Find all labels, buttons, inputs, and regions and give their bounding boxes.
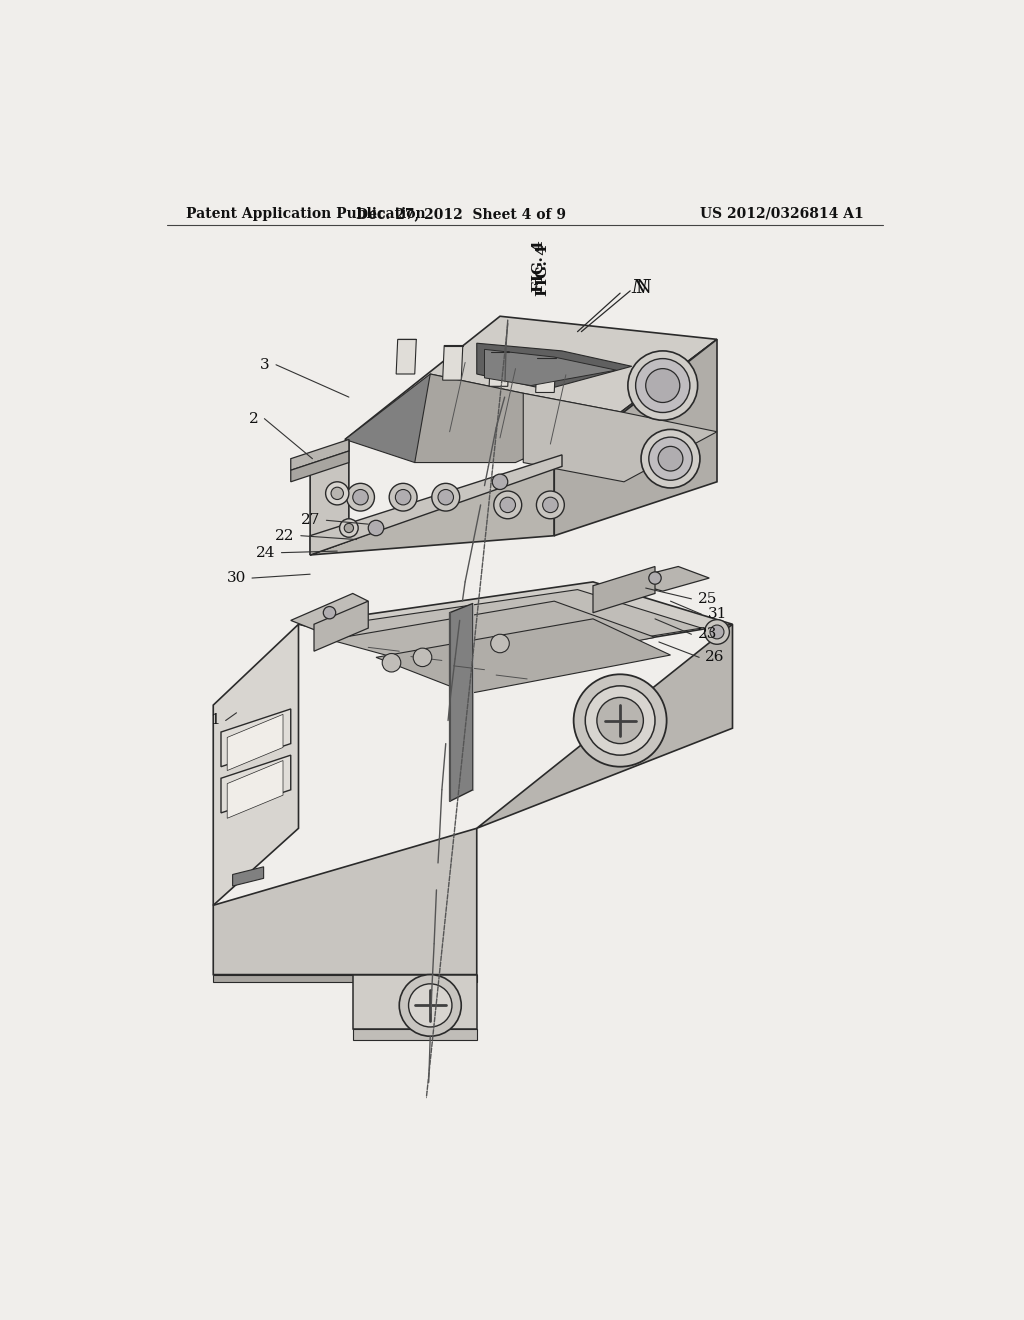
Text: 3: 3 bbox=[260, 358, 270, 372]
Circle shape bbox=[490, 635, 509, 653]
Text: 2: 2 bbox=[249, 412, 258, 425]
Polygon shape bbox=[450, 603, 473, 801]
Circle shape bbox=[494, 491, 521, 519]
Circle shape bbox=[409, 983, 452, 1027]
Circle shape bbox=[344, 523, 353, 532]
Polygon shape bbox=[396, 339, 417, 374]
Circle shape bbox=[636, 359, 690, 413]
Circle shape bbox=[573, 675, 667, 767]
Circle shape bbox=[641, 429, 700, 488]
Text: N: N bbox=[636, 279, 651, 297]
Text: 26: 26 bbox=[706, 651, 725, 664]
Polygon shape bbox=[299, 582, 732, 667]
Polygon shape bbox=[593, 566, 655, 612]
Circle shape bbox=[586, 686, 655, 755]
Polygon shape bbox=[310, 440, 349, 554]
Circle shape bbox=[438, 490, 454, 506]
Polygon shape bbox=[477, 343, 632, 389]
Circle shape bbox=[382, 653, 400, 672]
Circle shape bbox=[432, 483, 460, 511]
Polygon shape bbox=[213, 829, 477, 974]
Polygon shape bbox=[291, 440, 349, 470]
Polygon shape bbox=[310, 339, 717, 554]
Text: US 2012/0326814 A1: US 2012/0326814 A1 bbox=[700, 207, 864, 220]
Circle shape bbox=[543, 498, 558, 512]
Text: 31: 31 bbox=[708, 607, 727, 622]
Circle shape bbox=[331, 487, 343, 499]
Circle shape bbox=[705, 619, 729, 644]
Circle shape bbox=[646, 368, 680, 403]
Polygon shape bbox=[523, 393, 717, 482]
Polygon shape bbox=[291, 451, 349, 482]
Polygon shape bbox=[477, 624, 732, 829]
Circle shape bbox=[326, 482, 349, 504]
Text: 1: 1 bbox=[210, 714, 219, 727]
Polygon shape bbox=[221, 755, 291, 813]
Polygon shape bbox=[310, 440, 349, 466]
Circle shape bbox=[500, 498, 515, 512]
Polygon shape bbox=[345, 317, 717, 462]
Polygon shape bbox=[489, 351, 509, 387]
Circle shape bbox=[346, 483, 375, 511]
Polygon shape bbox=[232, 867, 263, 886]
Circle shape bbox=[395, 490, 411, 506]
Circle shape bbox=[628, 351, 697, 420]
Circle shape bbox=[414, 648, 432, 667]
Text: 25: 25 bbox=[697, 591, 717, 606]
Circle shape bbox=[369, 520, 384, 536]
Text: 22: 22 bbox=[275, 529, 295, 543]
Circle shape bbox=[493, 474, 508, 490]
Polygon shape bbox=[554, 339, 717, 536]
Circle shape bbox=[597, 697, 643, 743]
Polygon shape bbox=[314, 590, 701, 663]
Polygon shape bbox=[221, 709, 291, 767]
Circle shape bbox=[658, 446, 683, 471]
Polygon shape bbox=[352, 974, 477, 1028]
Text: N: N bbox=[632, 279, 647, 297]
Circle shape bbox=[649, 437, 692, 480]
Circle shape bbox=[324, 607, 336, 619]
Polygon shape bbox=[624, 566, 710, 591]
Polygon shape bbox=[415, 374, 624, 462]
Polygon shape bbox=[484, 350, 616, 385]
Circle shape bbox=[340, 519, 358, 537]
Polygon shape bbox=[227, 760, 283, 818]
Circle shape bbox=[389, 483, 417, 511]
Text: FIG. 4: FIG. 4 bbox=[536, 244, 550, 296]
Polygon shape bbox=[213, 974, 477, 982]
Circle shape bbox=[710, 626, 724, 639]
Circle shape bbox=[399, 974, 461, 1036]
Polygon shape bbox=[291, 594, 369, 630]
Polygon shape bbox=[227, 714, 283, 771]
Text: Dec. 27, 2012  Sheet 4 of 9: Dec. 27, 2012 Sheet 4 of 9 bbox=[356, 207, 566, 220]
Circle shape bbox=[649, 572, 662, 585]
Circle shape bbox=[352, 490, 369, 506]
Polygon shape bbox=[314, 601, 369, 651]
Text: 23: 23 bbox=[697, 627, 717, 642]
Polygon shape bbox=[330, 601, 655, 676]
Polygon shape bbox=[310, 455, 562, 554]
Circle shape bbox=[537, 491, 564, 519]
Polygon shape bbox=[376, 619, 671, 693]
Text: 24: 24 bbox=[256, 545, 275, 560]
Polygon shape bbox=[310, 466, 554, 554]
Text: Patent Application Publication: Patent Application Publication bbox=[186, 207, 426, 220]
Polygon shape bbox=[536, 358, 556, 392]
Text: FIG. 4: FIG. 4 bbox=[531, 240, 546, 292]
Polygon shape bbox=[352, 1028, 477, 1040]
Text: 27: 27 bbox=[301, 513, 321, 527]
Polygon shape bbox=[442, 346, 463, 380]
Text: 30: 30 bbox=[226, 572, 246, 585]
Polygon shape bbox=[345, 374, 523, 462]
Polygon shape bbox=[213, 624, 299, 906]
